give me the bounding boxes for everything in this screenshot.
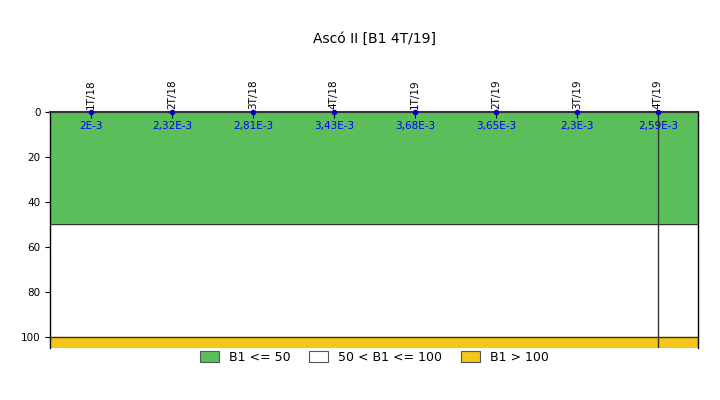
Text: 2,81E-3: 2,81E-3 — [233, 121, 273, 131]
Text: 2,32E-3: 2,32E-3 — [152, 121, 192, 131]
Legend: B1 <= 50, 50 < B1 <= 100, B1 > 100: B1 <= 50, 50 < B1 <= 100, B1 > 100 — [194, 344, 555, 370]
Bar — [50, 112, 698, 224]
Text: 2,3E-3: 2,3E-3 — [560, 121, 594, 131]
Text: 3,65E-3: 3,65E-3 — [476, 121, 516, 131]
Bar — [50, 337, 698, 348]
Text: 3,68E-3: 3,68E-3 — [395, 121, 435, 131]
Text: 3,43E-3: 3,43E-3 — [314, 121, 354, 131]
Text: 2E-3: 2E-3 — [79, 121, 103, 131]
Title: Ascó II [B1 4T/19]: Ascó II [B1 4T/19] — [313, 32, 436, 46]
Bar — [50, 224, 698, 337]
Text: 2,59E-3: 2,59E-3 — [638, 121, 678, 131]
